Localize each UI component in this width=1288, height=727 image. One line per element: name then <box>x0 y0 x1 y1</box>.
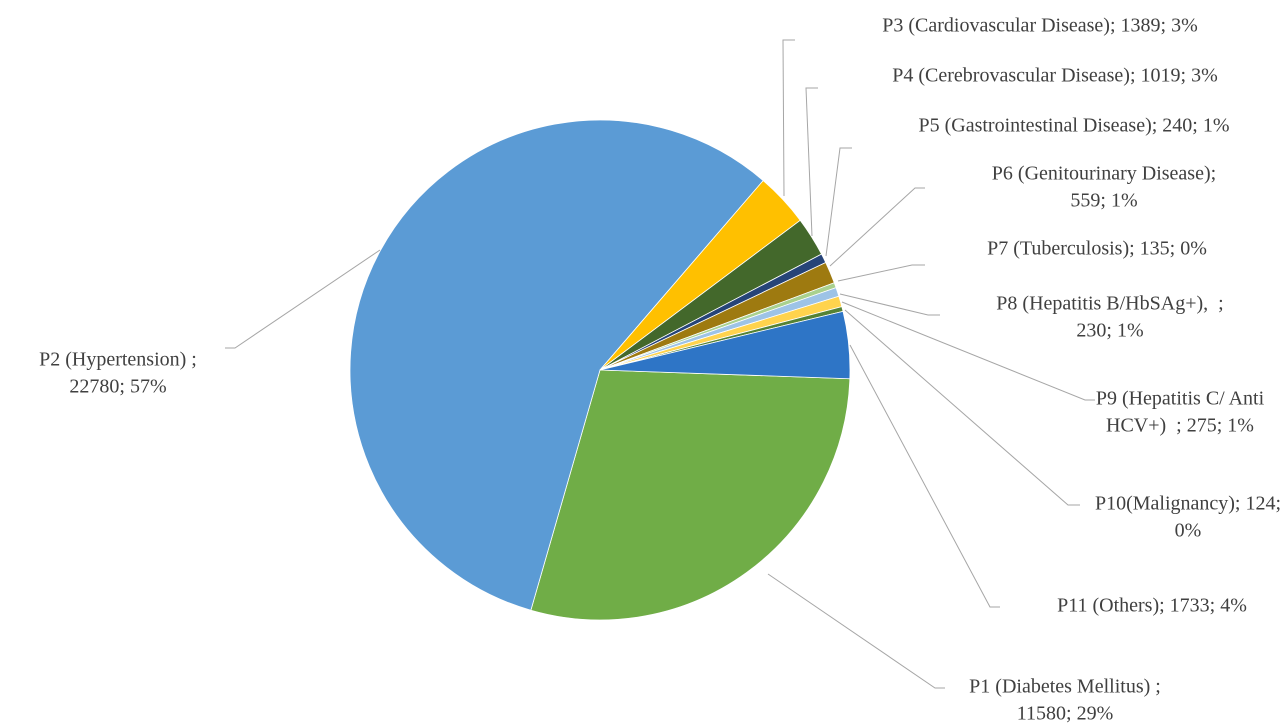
leader-line <box>849 344 1000 608</box>
data-label: P8 (Hepatitis B/HbSAg+), ; <box>996 293 1223 315</box>
leader-line <box>844 309 1080 506</box>
data-label: 230; 1% <box>1076 320 1143 342</box>
leader-line <box>767 573 945 689</box>
pie-slice <box>349 119 764 611</box>
data-label: 22780; 57% <box>69 376 166 398</box>
leader-line <box>805 87 818 237</box>
pie-slice <box>530 369 851 621</box>
data-label: P7 (Tuberculosis); 135; 0% <box>987 238 1207 260</box>
data-label: 11580; 29% <box>1017 703 1113 725</box>
leader-line <box>841 301 1095 401</box>
pie-slice <box>599 310 851 380</box>
leader-line <box>225 249 381 349</box>
data-label: 0% <box>1175 520 1202 542</box>
leader-line <box>782 39 795 197</box>
data-label: P1 (Diabetes Mellitus) ; <box>969 676 1161 698</box>
leader-line <box>837 264 925 282</box>
data-label: P9 (Hepatitis C/ Anti <box>1096 388 1265 410</box>
data-label: P3 (Cardiovascular Disease); 1389; 3% <box>882 15 1197 37</box>
data-label: P6 (Genitourinary Disease); <box>992 163 1216 185</box>
data-label: P2 (Hypertension) ; <box>39 349 197 371</box>
data-label: P10(Malignancy); 124; <box>1095 493 1281 515</box>
data-label: 559; 1% <box>1070 190 1137 212</box>
leader-line <box>829 187 925 267</box>
data-label: P11 (Others); 1733; 4% <box>1057 595 1247 617</box>
data-label: HCV+) ; 275; 1% <box>1106 415 1254 437</box>
data-label: P5 (Gastrointestinal Disease); 240; 1% <box>918 115 1229 137</box>
data-label: P4 (Cerebrovascular Disease); 1019; 3% <box>892 65 1217 87</box>
leader-line <box>825 147 852 257</box>
leader-line <box>839 293 940 316</box>
